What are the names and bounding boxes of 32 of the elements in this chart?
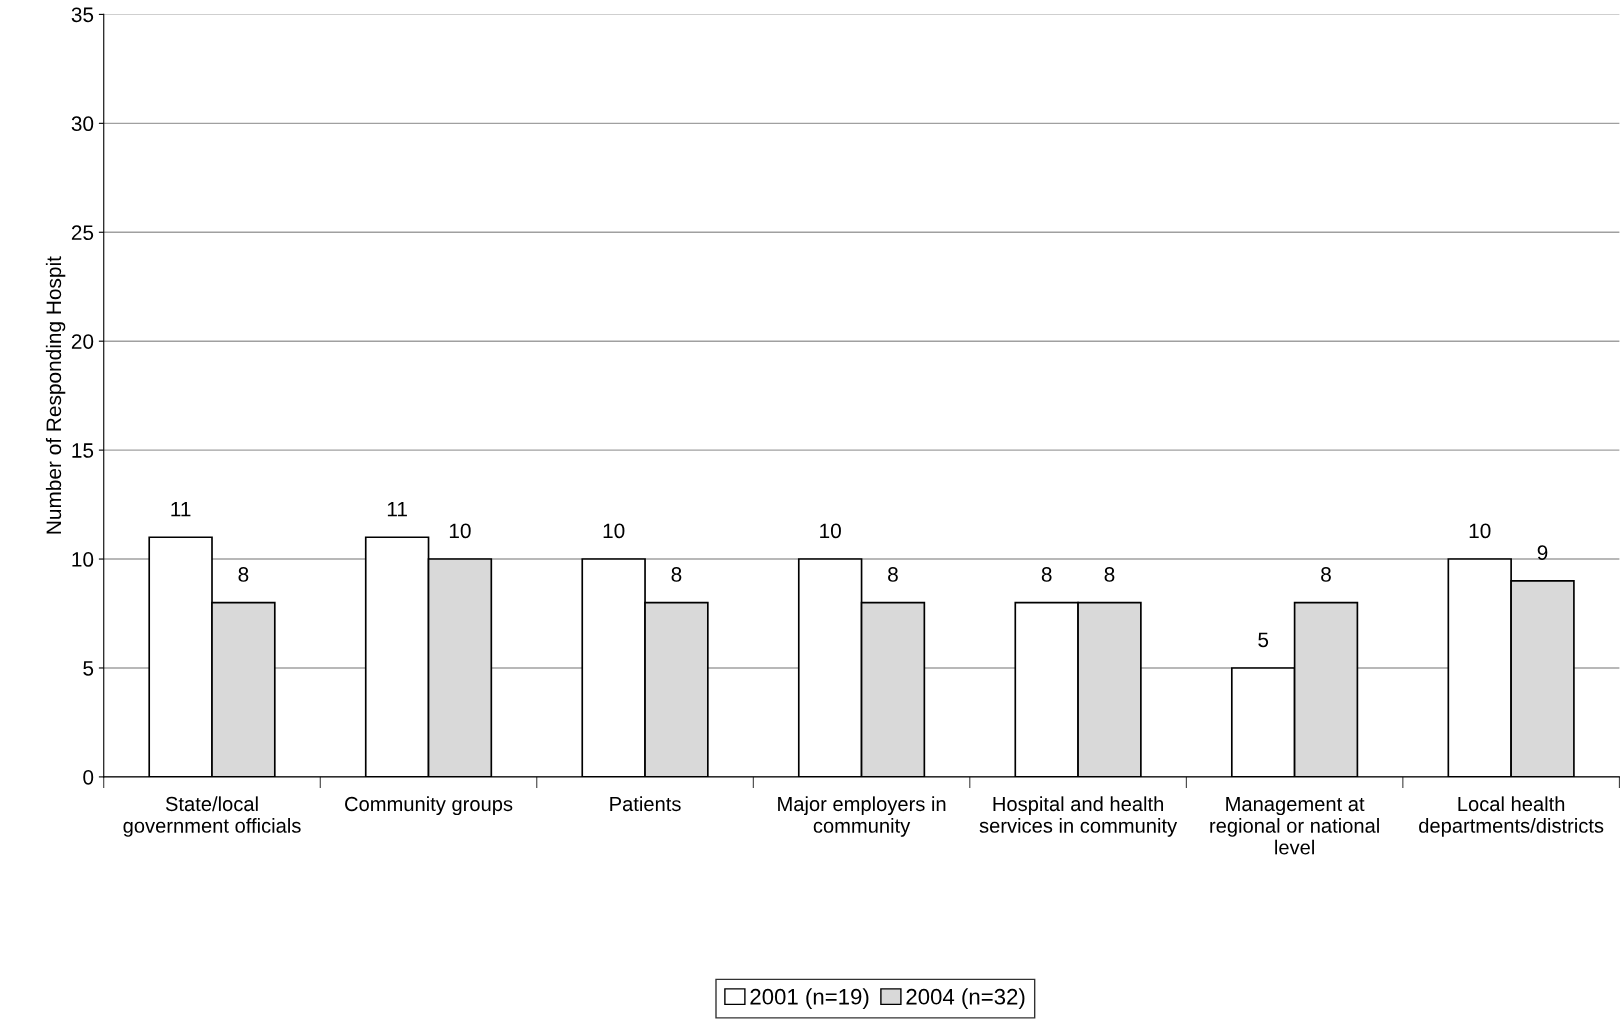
y-tick-label: 10: [72, 552, 94, 567]
data-label: 8: [1321, 567, 1331, 582]
data-label: 8: [1041, 567, 1052, 582]
data-label: 5: [1258, 632, 1269, 648]
data-label: 8: [1104, 567, 1115, 582]
y-tick-label: 30: [71, 116, 94, 132]
legend-label: 2001 (n=19): [750, 988, 869, 1009]
legend-label: 2004 (n=32): [906, 988, 1025, 1009]
data-label: 10: [1469, 523, 1491, 539]
data-label: 9: [1537, 545, 1548, 561]
data-label: 11: [387, 501, 407, 517]
x-tick-label: Community groups: [345, 796, 513, 816]
x-tick-label: State/local government officials: [123, 796, 301, 837]
data-label: 8: [671, 567, 682, 582]
y-tick-label: 20: [71, 334, 94, 349]
y-tick-label: 0: [83, 769, 94, 785]
data-label: 8: [888, 567, 898, 582]
x-tick-label: Hospital and health services in community: [979, 796, 1178, 837]
y-tick-label: 35: [71, 7, 94, 23]
x-tick-label: Major employers in community: [778, 796, 946, 837]
data-label: 8: [238, 567, 249, 582]
data-label: 11: [171, 501, 191, 517]
y-tick-label: 5: [83, 661, 94, 676]
y-axis-title: Number of Responding Hospit: [45, 256, 66, 534]
data-label: 10: [603, 523, 625, 539]
y-tick-label: 15: [72, 443, 94, 458]
x-tick-label: Patients: [610, 796, 681, 812]
data-label: 10: [449, 523, 471, 539]
y-tick-label: 25: [71, 225, 94, 241]
data-label: 10: [820, 523, 841, 539]
x-tick-label: Local health departments/districts: [1419, 796, 1604, 837]
x-tick-label: Management at regional or national level: [1210, 797, 1379, 855]
